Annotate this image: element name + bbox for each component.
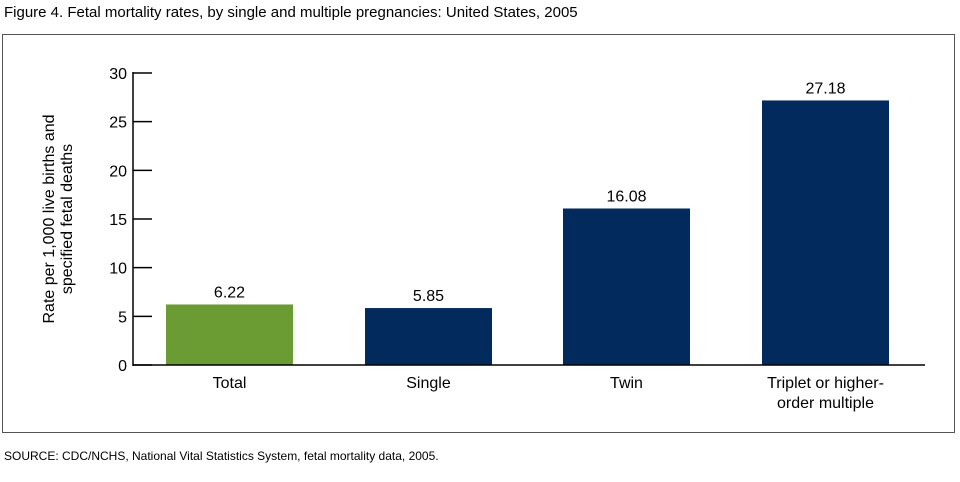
x-tick-label-line: order multiple: [777, 395, 874, 412]
y-tick-label: 15: [109, 212, 127, 229]
x-tick-label: Twin: [610, 375, 643, 392]
y-tick-label: 10: [109, 261, 127, 278]
x-tick-label-line: Single: [406, 375, 451, 392]
data-label: 27.18: [805, 80, 845, 97]
x-tick-label: Single: [406, 375, 451, 392]
y-axis-title: Rate per 1,000 live births andspecified …: [41, 114, 76, 323]
x-tick-label: Triplet or higher-order multiple: [767, 375, 884, 412]
y-axis-title-line: specified fetal deaths: [59, 144, 76, 294]
data-label: 16.08: [606, 188, 646, 205]
bar-single: [365, 308, 492, 365]
x-tick-label-line: Total: [213, 375, 247, 392]
chart-frame: [2, 34, 955, 433]
source-note: SOURCE: CDC/NCHS, National Vital Statist…: [4, 449, 439, 463]
bar-triplet-or-higher-order-multiple: [762, 100, 889, 365]
x-tick-label: Total: [213, 375, 247, 392]
figure-title: Figure 4. Fetal mortality rates, by sing…: [4, 4, 578, 21]
y-axis-title-line: Rate per 1,000 live births and: [41, 114, 58, 323]
y-tick-label: 30: [109, 66, 127, 83]
y-tick-label: 5: [118, 309, 127, 326]
x-tick-label-line: Twin: [610, 375, 643, 392]
bar-total: [166, 304, 293, 365]
data-label: 6.22: [214, 284, 245, 301]
y-tick-label: 0: [118, 358, 127, 375]
bar-twin: [563, 208, 690, 365]
y-tick-label: 20: [109, 163, 127, 180]
data-label: 5.85: [413, 288, 444, 305]
x-tick-label-line: Triplet or higher-: [767, 375, 884, 392]
y-tick-label: 25: [109, 115, 127, 132]
